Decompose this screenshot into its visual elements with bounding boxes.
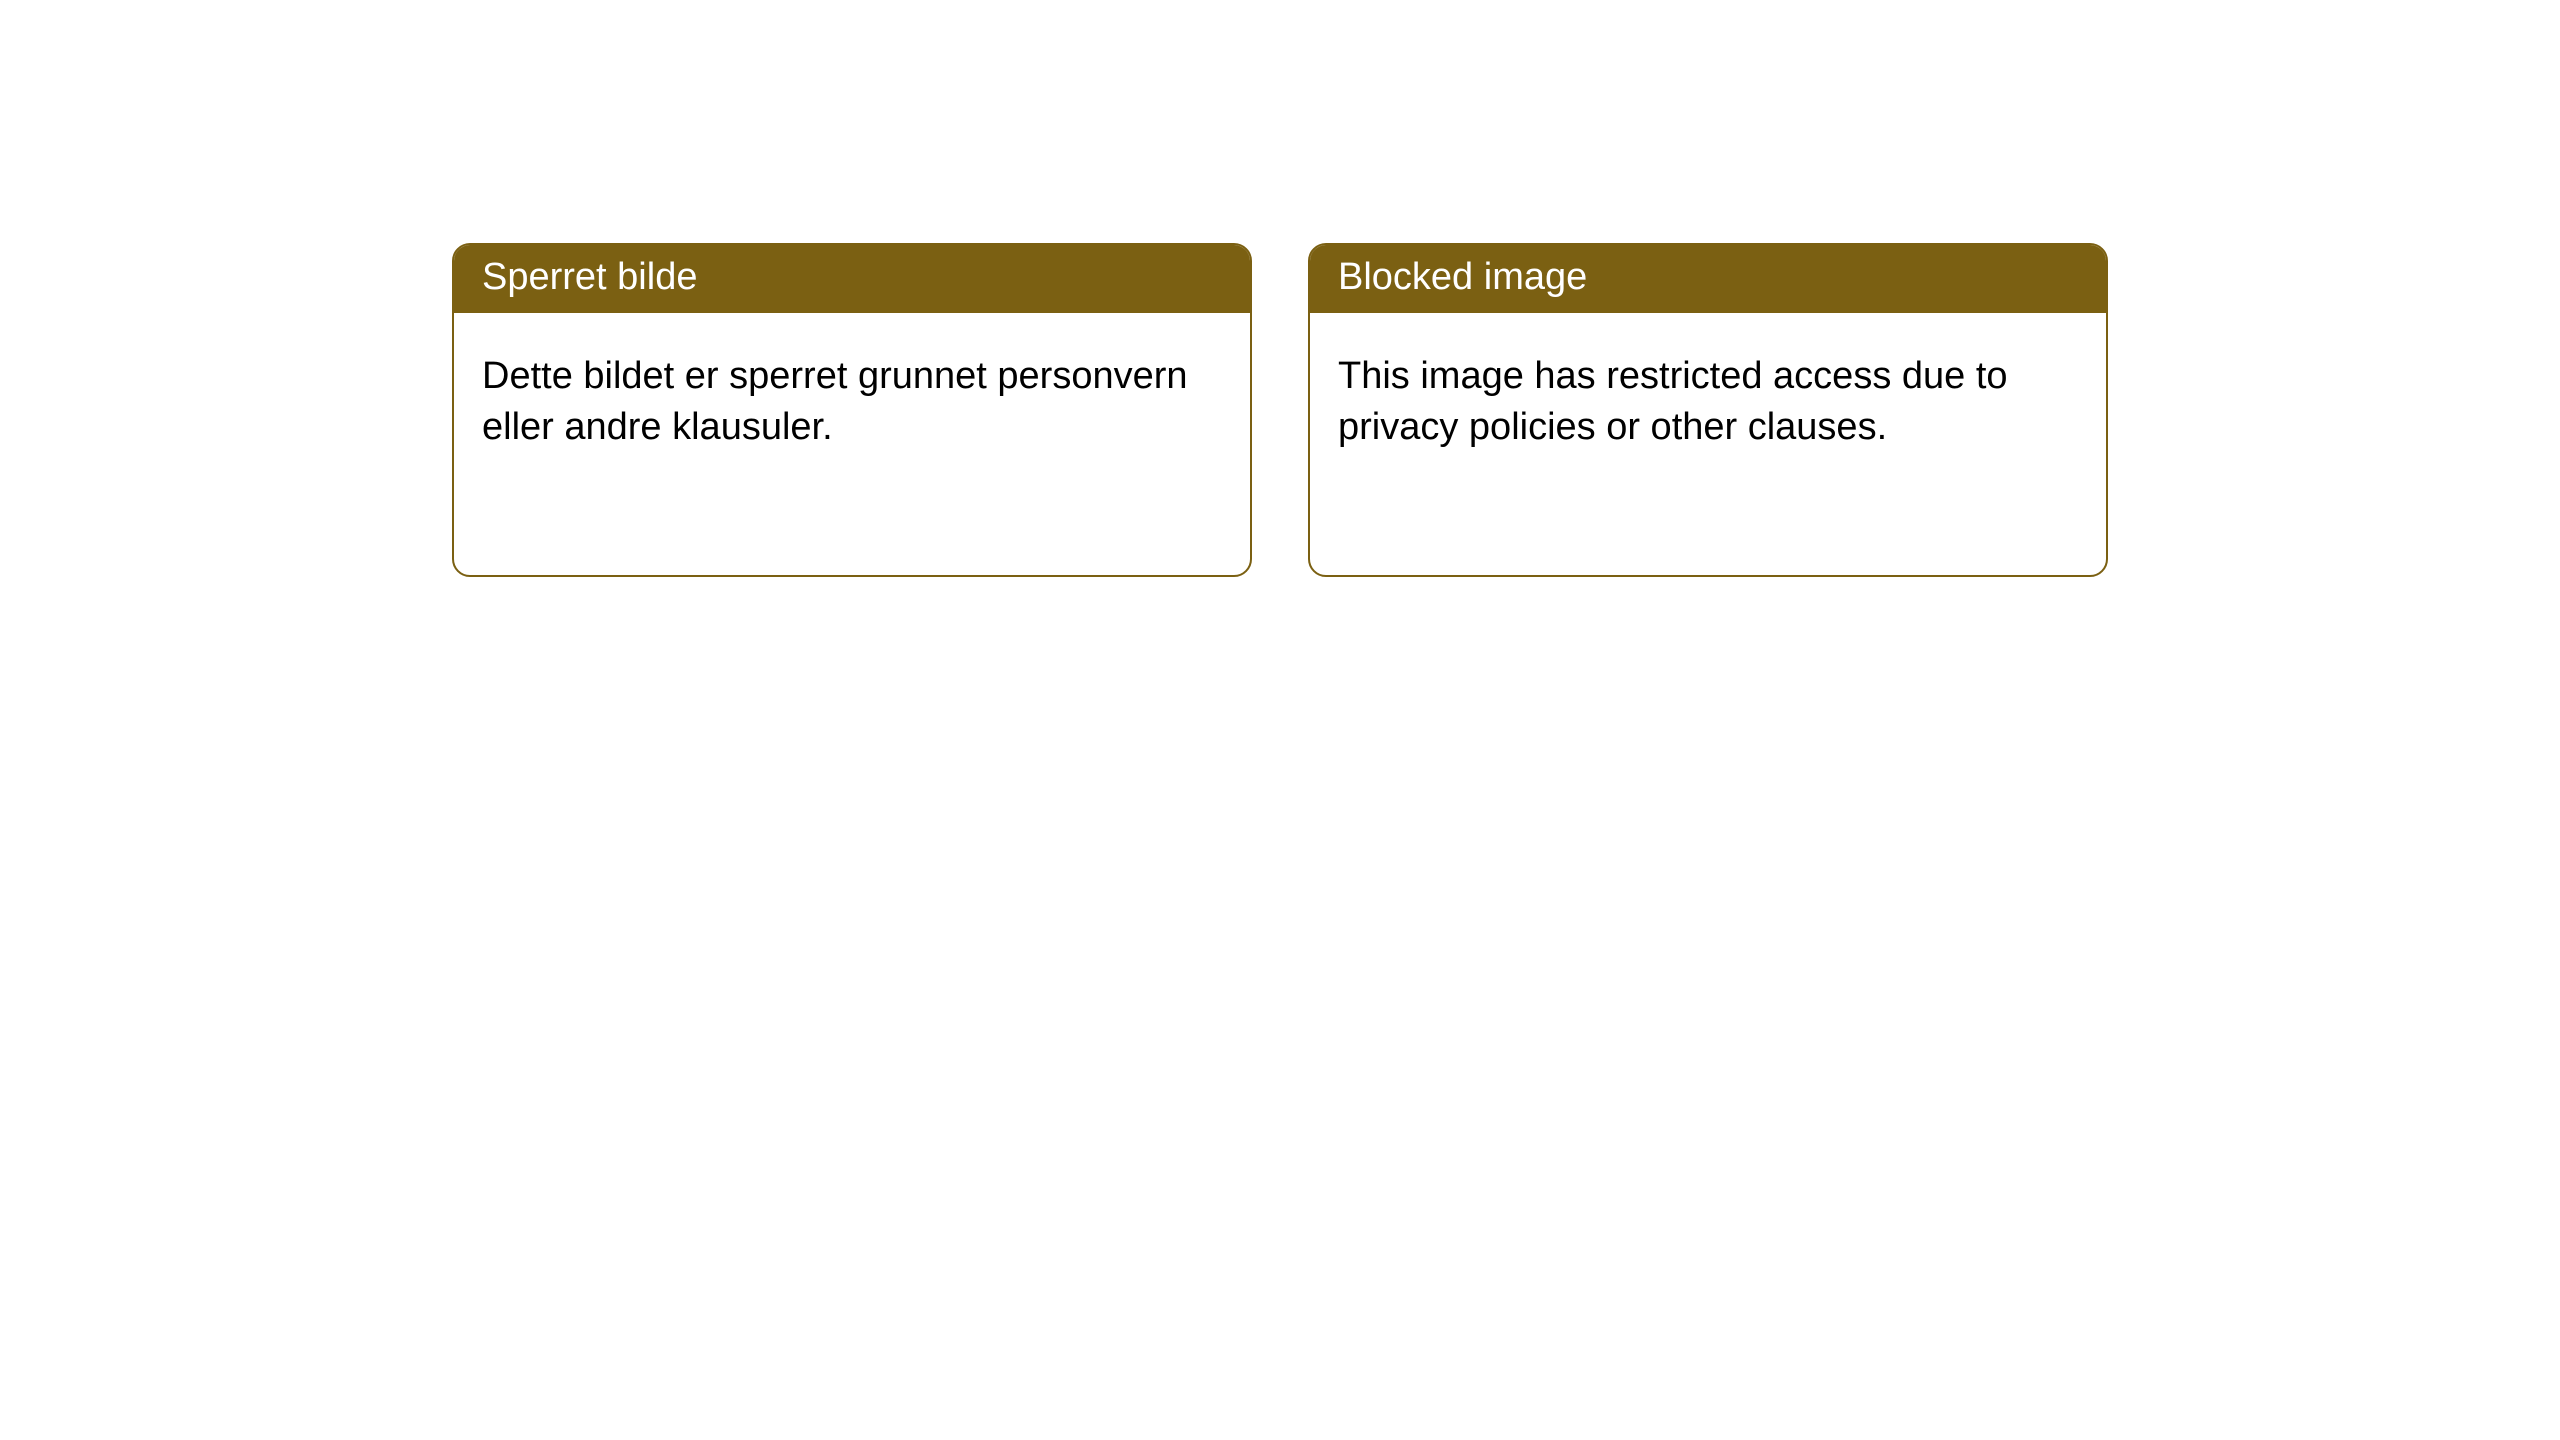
notice-title-en: Blocked image: [1338, 256, 1587, 298]
blocked-image-notice-container: Sperret bilde Dette bildet er sperret gr…: [0, 0, 2560, 577]
notice-header-no: Sperret bilde: [454, 245, 1250, 313]
notice-card-no: Sperret bilde Dette bildet er sperret gr…: [452, 243, 1252, 577]
notice-body-en: This image has restricted access due to …: [1310, 313, 2106, 482]
notice-title-no: Sperret bilde: [482, 256, 697, 298]
notice-header-en: Blocked image: [1310, 245, 2106, 313]
notice-body-text-en: This image has restricted access due to …: [1338, 355, 2008, 448]
notice-body-no: Dette bildet er sperret grunnet personve…: [454, 313, 1250, 482]
notice-card-en: Blocked image This image has restricted …: [1308, 243, 2108, 577]
notice-body-text-no: Dette bildet er sperret grunnet personve…: [482, 355, 1188, 448]
